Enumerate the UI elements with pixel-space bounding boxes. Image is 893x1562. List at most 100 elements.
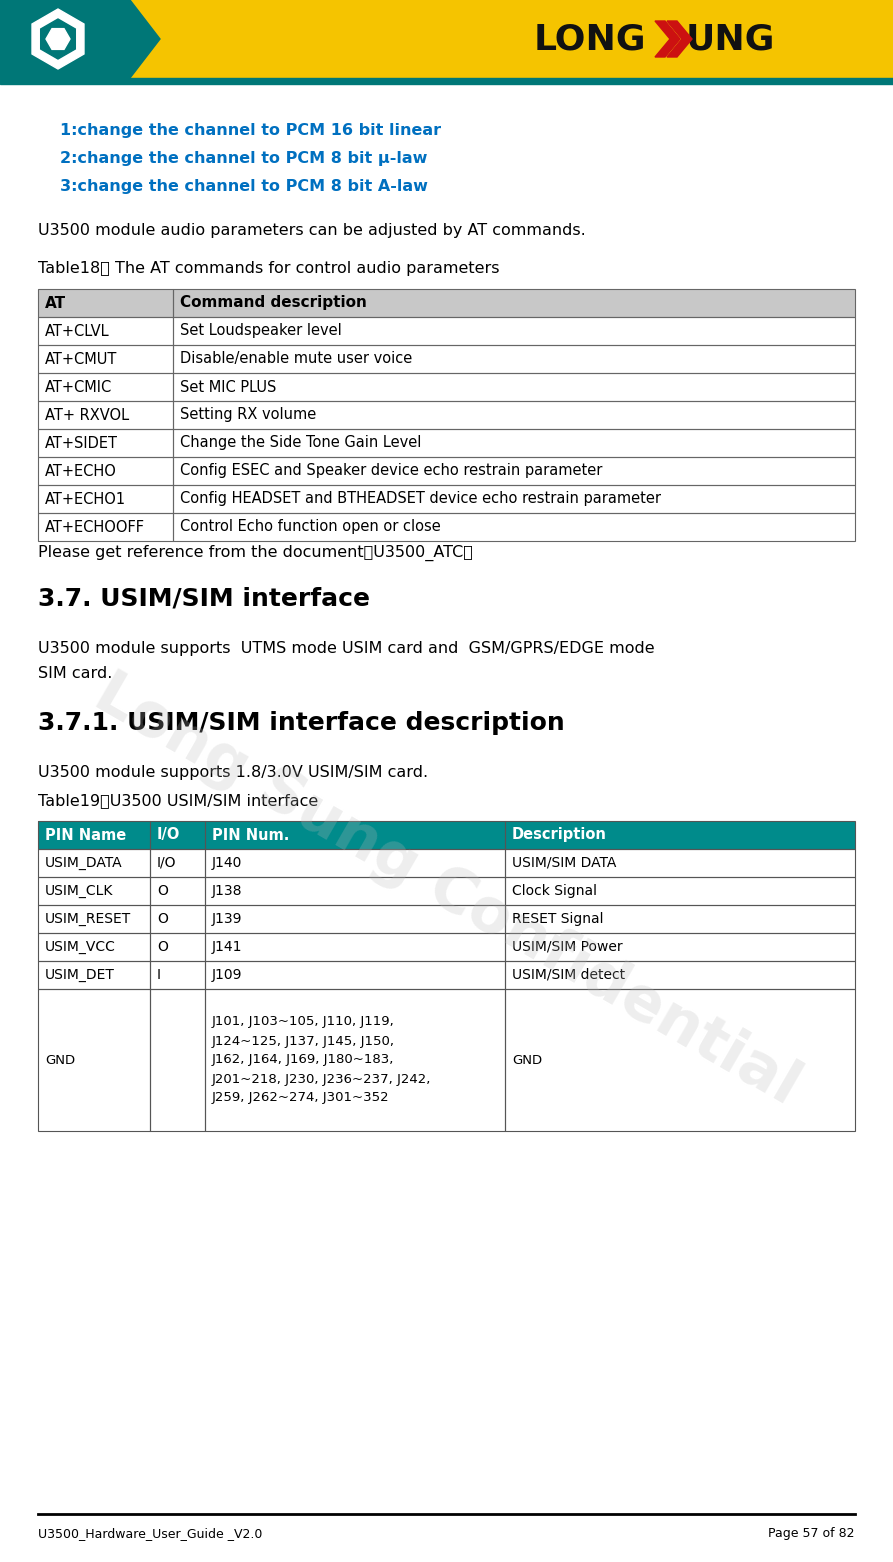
Bar <box>38 373 173 401</box>
Text: Control Echo function open or close: Control Echo function open or close <box>180 520 441 534</box>
Bar <box>205 850 505 876</box>
Bar <box>38 289 173 317</box>
Bar <box>38 876 150 904</box>
Bar <box>205 876 505 904</box>
Text: Set Loudspeaker level: Set Loudspeaker level <box>180 323 342 339</box>
Bar <box>505 989 855 1131</box>
Text: USIM_CLK: USIM_CLK <box>45 884 113 898</box>
Bar <box>173 430 855 458</box>
Text: Page 57 of 82: Page 57 of 82 <box>769 1528 855 1540</box>
Text: J139: J139 <box>212 912 243 926</box>
Bar <box>38 401 173 430</box>
Text: O: O <box>157 940 168 954</box>
Bar <box>150 989 205 1131</box>
Polygon shape <box>0 0 160 78</box>
Text: Table18： The AT commands for control audio parameters: Table18： The AT commands for control aud… <box>38 261 499 276</box>
Bar <box>205 822 505 850</box>
Bar <box>0 0 893 78</box>
Text: AT+ECHO: AT+ECHO <box>45 464 117 478</box>
Bar <box>173 484 855 512</box>
Text: J138: J138 <box>212 884 243 898</box>
Text: RESET Signal: RESET Signal <box>512 912 604 926</box>
Bar <box>505 850 855 876</box>
Text: 3:change the channel to PCM 8 bit A-law: 3:change the channel to PCM 8 bit A-law <box>60 178 428 194</box>
Text: 3.7.1. USIM/SIM interface description: 3.7.1. USIM/SIM interface description <box>38 711 564 736</box>
Bar <box>505 876 855 904</box>
Bar <box>150 904 205 933</box>
Bar <box>205 933 505 961</box>
Text: AT: AT <box>45 295 66 311</box>
Bar <box>505 933 855 961</box>
Bar <box>38 850 150 876</box>
Bar <box>205 822 505 850</box>
Text: USIM_DATA: USIM_DATA <box>45 856 122 870</box>
Bar <box>0 78 893 84</box>
Bar <box>505 850 855 876</box>
Text: AT+CMIC: AT+CMIC <box>45 380 113 395</box>
Bar <box>38 989 150 1131</box>
Text: USIM_DET: USIM_DET <box>45 968 115 982</box>
Bar <box>38 484 173 512</box>
Text: Description: Description <box>512 828 607 842</box>
Text: Table19：U3500 USIM/SIM interface: Table19：U3500 USIM/SIM interface <box>38 793 318 809</box>
Bar <box>150 822 205 850</box>
Text: LONG: LONG <box>534 22 647 56</box>
Bar <box>38 430 173 458</box>
Text: Setting RX volume: Setting RX volume <box>180 408 316 422</box>
Bar <box>38 876 150 904</box>
Bar <box>173 430 855 458</box>
Text: 2:change the channel to PCM 8 bit μ-law: 2:change the channel to PCM 8 bit μ-law <box>60 150 428 166</box>
Text: Disable/enable mute user voice: Disable/enable mute user voice <box>180 351 413 367</box>
Bar <box>38 989 150 1131</box>
Bar <box>205 876 505 904</box>
Bar <box>38 345 173 373</box>
Bar <box>205 961 505 989</box>
Text: USIM/SIM Power: USIM/SIM Power <box>512 940 622 954</box>
Bar <box>150 850 205 876</box>
Text: J101, J103~105, J110, J119,
J124~125, J137, J145, J150,
J162, J164, J169, J180~1: J101, J103~105, J110, J119, J124~125, J1… <box>212 1015 431 1104</box>
Bar <box>38 850 150 876</box>
Text: U3500 module audio parameters can be adjusted by AT commands.: U3500 module audio parameters can be adj… <box>38 223 586 239</box>
Bar <box>173 373 855 401</box>
Bar <box>38 317 173 345</box>
Bar <box>150 850 205 876</box>
Text: 3.7. USIM/SIM interface: 3.7. USIM/SIM interface <box>38 586 370 611</box>
Text: GND: GND <box>45 1053 75 1067</box>
Polygon shape <box>655 20 680 56</box>
Text: AT+ RXVOL: AT+ RXVOL <box>45 408 129 422</box>
Bar <box>505 961 855 989</box>
Bar <box>173 317 855 345</box>
Bar <box>38 904 150 933</box>
Bar <box>173 345 855 373</box>
Bar <box>150 961 205 989</box>
Bar <box>173 401 855 430</box>
Text: PIN Name: PIN Name <box>45 828 126 842</box>
Text: Command description: Command description <box>180 295 367 311</box>
Text: AT+SIDET: AT+SIDET <box>45 436 118 450</box>
Bar <box>173 289 855 317</box>
Text: USIM_RESET: USIM_RESET <box>45 912 131 926</box>
Bar <box>505 822 855 850</box>
Text: Please get reference from the document《U3500_ATC》: Please get reference from the document《U… <box>38 545 473 561</box>
Bar <box>38 401 173 430</box>
Text: UNG: UNG <box>685 22 775 56</box>
Bar <box>38 345 173 373</box>
Text: O: O <box>157 912 168 926</box>
Text: I: I <box>157 968 161 982</box>
Bar <box>505 876 855 904</box>
Polygon shape <box>41 19 75 59</box>
Text: AT+ECHO1: AT+ECHO1 <box>45 492 126 506</box>
Bar <box>38 933 150 961</box>
Bar <box>205 933 505 961</box>
Text: Config HEADSET and BTHEADSET device echo restrain parameter: Config HEADSET and BTHEADSET device echo… <box>180 492 661 506</box>
Text: USIM_VCC: USIM_VCC <box>45 940 116 954</box>
Bar <box>505 961 855 989</box>
Bar <box>150 876 205 904</box>
Bar <box>38 512 173 540</box>
Bar <box>205 989 505 1131</box>
Text: USIM/SIM DATA: USIM/SIM DATA <box>512 856 616 870</box>
Bar <box>173 401 855 430</box>
Text: I/O: I/O <box>157 856 177 870</box>
Bar <box>150 989 205 1131</box>
Polygon shape <box>667 20 692 56</box>
